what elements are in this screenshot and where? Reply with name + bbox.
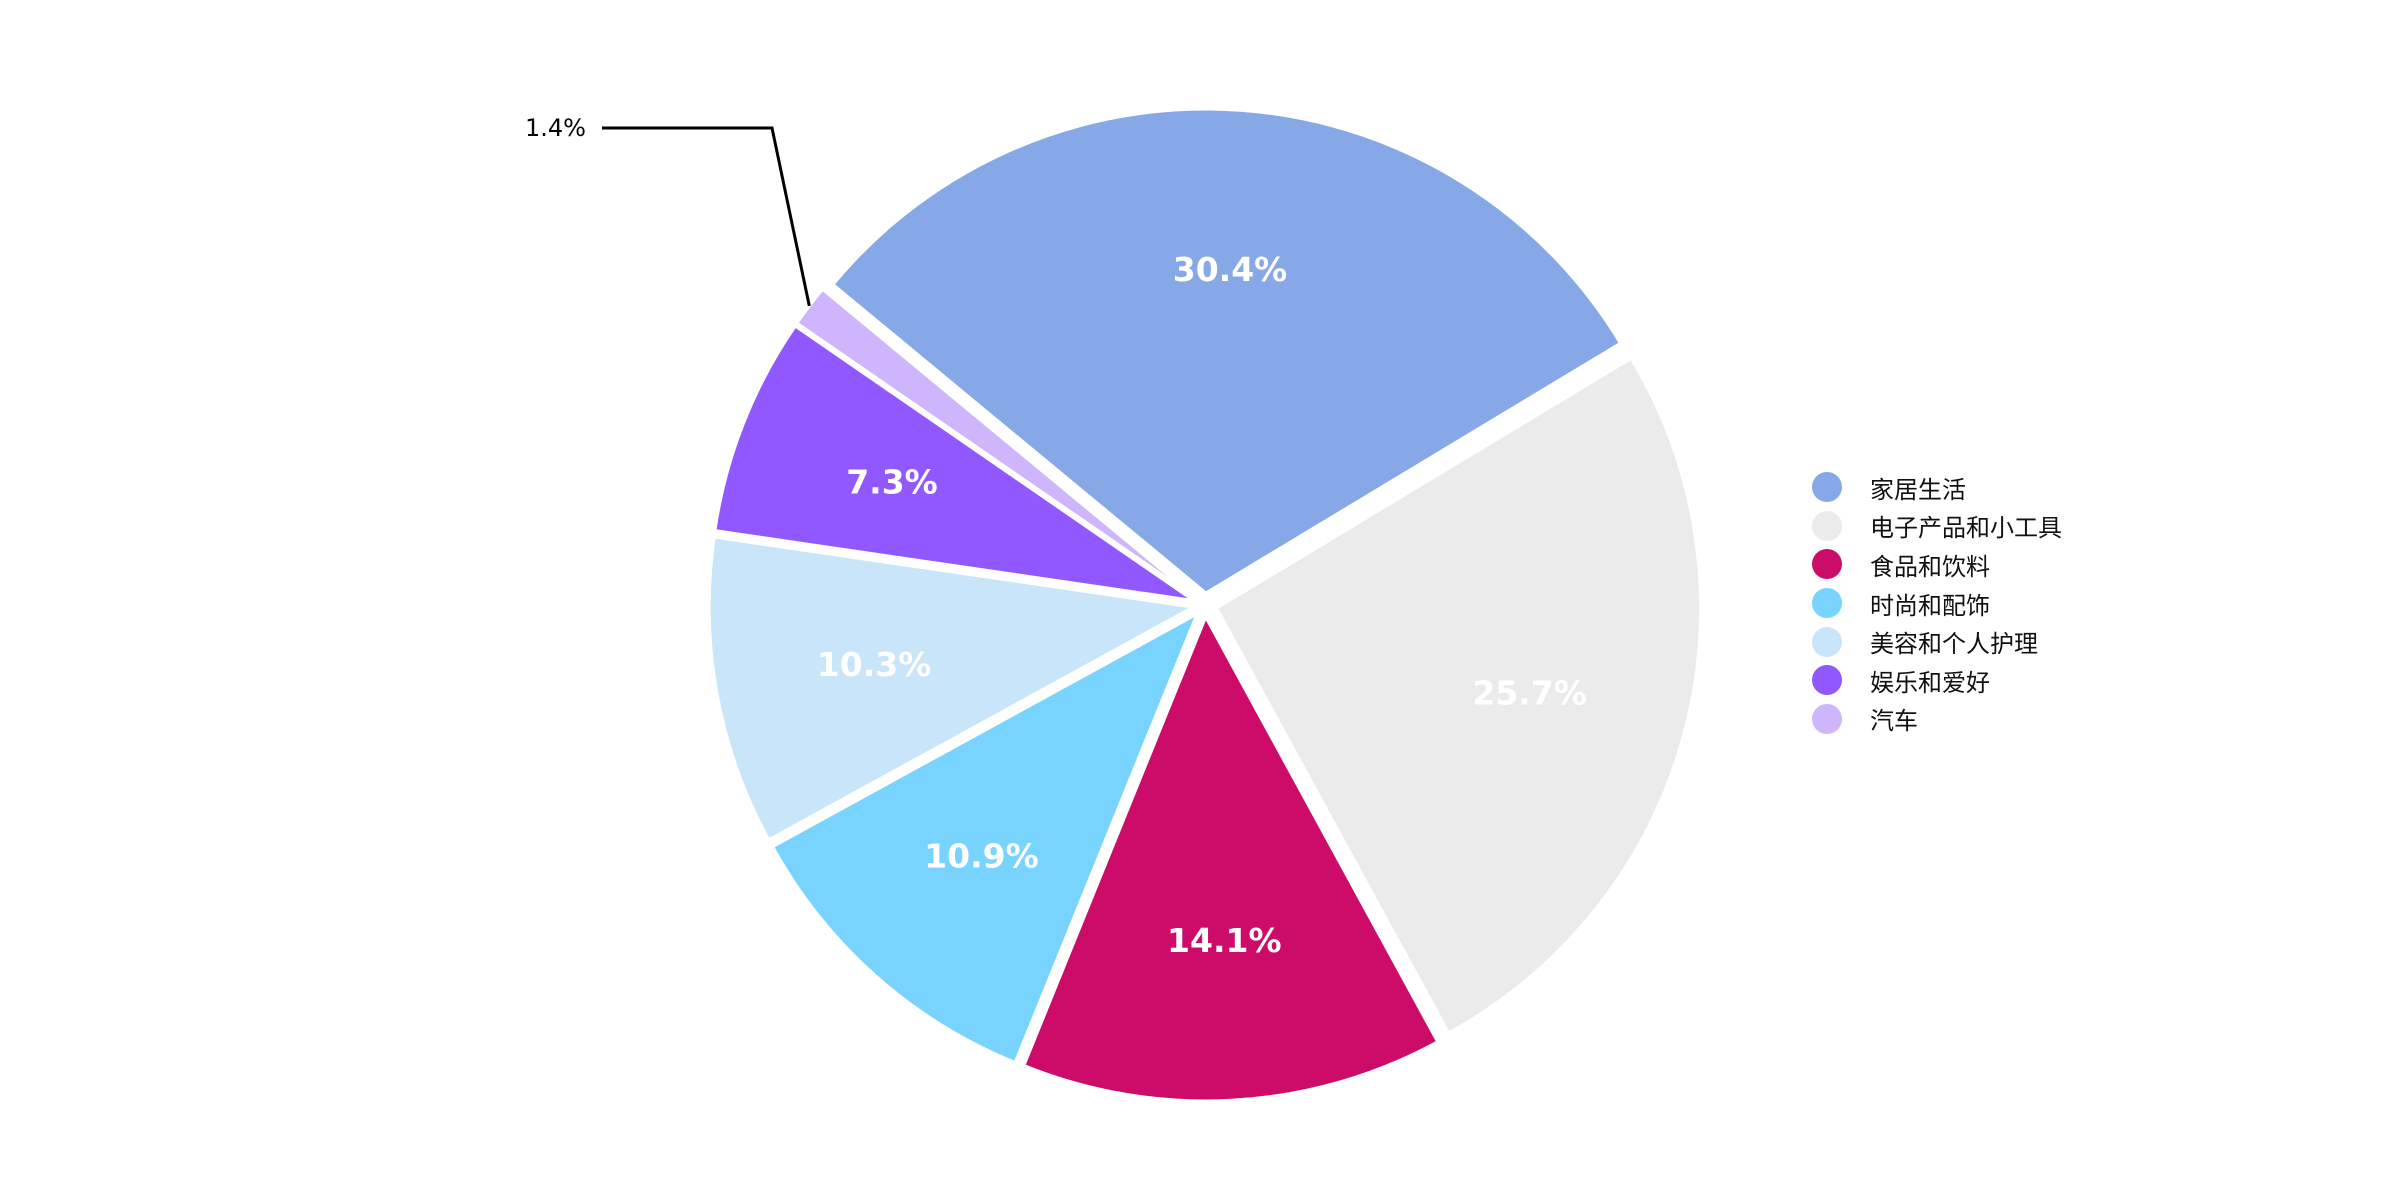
legend-label-1: 电子产品和小工具 <box>1870 514 2062 543</box>
pie-slice-2 <box>1021 613 1440 1103</box>
slice-label-0: 30.4% <box>1173 250 1288 289</box>
legend-label-0: 家居生活 <box>1870 475 1966 504</box>
legend-item-0: 家居生活 <box>1812 468 2062 507</box>
pie-slice-0 <box>830 107 1623 595</box>
leader-line-6 <box>602 126 811 307</box>
legend-item-2: 食品和饮料 <box>1812 545 2062 584</box>
slice-label-1: 25.7% <box>1472 673 1587 712</box>
legend-swatch-4 <box>1812 626 1842 657</box>
legend-swatch-5 <box>1812 665 1842 696</box>
slice-label-4: 10.3% <box>817 645 932 684</box>
legend-label-6: 汽车 <box>1870 707 1918 736</box>
pie-slice-4 <box>707 535 1198 842</box>
slice-label-5: 7.3% <box>846 463 938 502</box>
legend-swatch-6 <box>1812 703 1842 734</box>
legend: 家居生活电子产品和小工具 食品和饮料时尚和配饰美容和个人护理 娱乐和爱好汽车 <box>1812 468 2062 738</box>
legend-swatch-0 <box>1812 472 1842 503</box>
legend-label-2: 食品和饮料 <box>1870 552 1990 581</box>
legend-label-3: 时尚和配饰 <box>1870 591 1990 620</box>
legend-item-3: 时尚和配饰 <box>1812 584 2062 623</box>
legend-item-4: 美容和个人护理 <box>1812 622 2062 661</box>
slice-label-3: 10.9% <box>924 837 1039 876</box>
legend-swatch-3 <box>1812 588 1842 619</box>
legend-label-4: 美容和个人护理 <box>1870 630 2038 659</box>
pie-slice-3 <box>770 610 1200 1065</box>
slice-label-outside-6: 1.4% <box>525 114 586 142</box>
legend-item-1: 电子产品和小工具 <box>1812 507 2062 546</box>
pie-slice-1 <box>1214 356 1703 1035</box>
legend-swatch-2 <box>1812 549 1842 580</box>
legend-label-5: 娱乐和爱好 <box>1870 668 1990 697</box>
pie-slice-5 <box>713 323 1195 603</box>
slice-label-2: 14.1% <box>1167 921 1282 960</box>
legend-swatch-1 <box>1812 510 1842 541</box>
legend-item-5: 娱乐和爱好 <box>1812 661 2062 700</box>
legend-item-6: 汽车 <box>1812 700 2062 739</box>
